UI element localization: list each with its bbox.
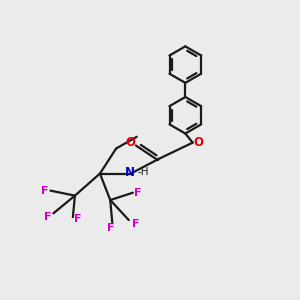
Text: F: F: [44, 212, 52, 222]
Text: F: F: [107, 223, 115, 233]
Text: -H: -H: [137, 167, 149, 177]
Text: O: O: [125, 136, 135, 149]
Text: F: F: [134, 188, 142, 198]
Text: N: N: [124, 166, 134, 178]
Text: F: F: [132, 220, 140, 230]
Text: F: F: [41, 186, 49, 196]
Text: F: F: [74, 214, 82, 224]
Text: O: O: [193, 136, 203, 149]
